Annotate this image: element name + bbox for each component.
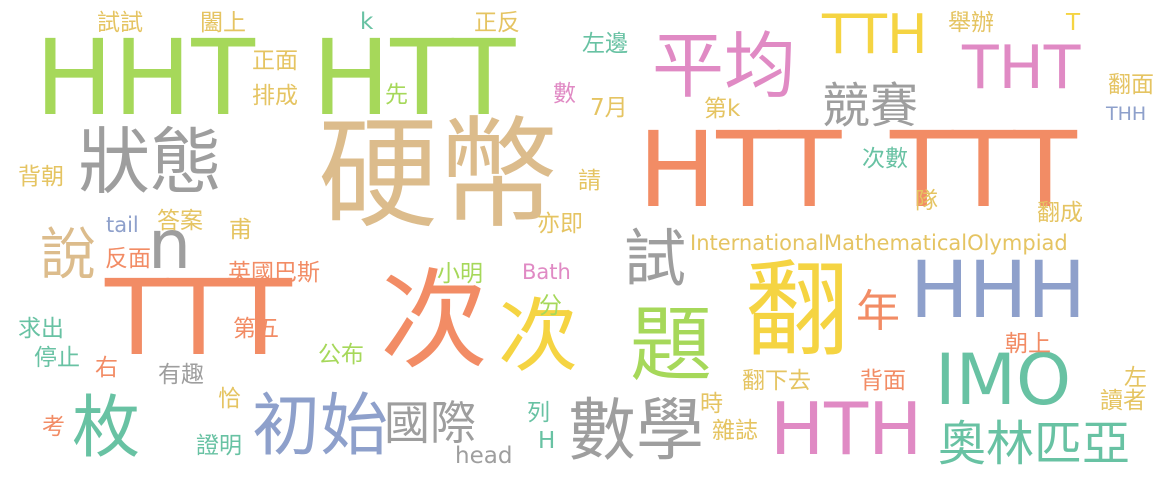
word-4: TTT (890, 109, 1077, 231)
word-71: 列 (527, 400, 550, 426)
word-24: 奧林匹亞 (938, 416, 1131, 472)
word-26: 年 (856, 286, 900, 337)
word-15: 題 (630, 298, 713, 393)
word-27: InternationalMathematicalOlympiad (690, 231, 1068, 255)
word-34: T (1066, 10, 1081, 36)
word-60: 右 (95, 355, 118, 381)
word-36: 排成 (252, 83, 298, 109)
word-55: Bath (522, 260, 571, 284)
word-7: 翻 (745, 249, 850, 371)
word-39: 7月 (590, 95, 628, 121)
word-14: HTH (770, 387, 923, 471)
word-41: 翻面 (1108, 72, 1154, 98)
word-66: 左 (1124, 365, 1147, 391)
word-19: 枚 (72, 389, 141, 468)
word-62: 朝上 (1005, 331, 1051, 357)
word-20: 說 (40, 223, 96, 288)
word-75: head (455, 443, 513, 469)
word-23: 競賽 (822, 78, 919, 134)
word-10: TTH (822, 3, 928, 66)
word-40: 第k (704, 96, 741, 122)
word-53: 英國巴斯 (228, 260, 320, 286)
word-8: 狀態 (78, 120, 223, 204)
word-22: 試 (624, 222, 687, 295)
word-67: 讀者 (1100, 388, 1146, 414)
word-47: 翻成 (1037, 200, 1083, 226)
word-46: 隊 (915, 188, 938, 214)
word-70: 考 (42, 414, 65, 440)
word-61: 公布 (318, 342, 364, 368)
word-3: HTT (638, 109, 842, 231)
word-32: 左邊 (582, 31, 628, 57)
word-0: 硬幣 (318, 106, 558, 245)
word-63: 有趣 (158, 362, 204, 388)
word-52: 反面 (105, 246, 151, 272)
word-56: 分 (539, 293, 562, 319)
word-43: 背朝 (18, 164, 64, 190)
word-49: 答案 (157, 208, 203, 234)
word-57: 求出 (18, 316, 64, 342)
word-35: 正面 (252, 48, 298, 74)
word-38: 數 (553, 81, 576, 107)
word-58: 第五 (233, 316, 279, 342)
word-5: TTT (105, 257, 292, 379)
word-1: HHT (35, 17, 255, 139)
word-28: 試試 (97, 10, 143, 36)
word-59: 停止 (34, 345, 80, 371)
word-33: 舉辦 (948, 10, 994, 36)
word-11: THT (962, 33, 1081, 103)
word-30: k (360, 9, 374, 35)
word-64: 翻下去 (742, 368, 811, 394)
word-65: 背面 (860, 368, 906, 394)
word-37: 先 (385, 82, 408, 108)
word-68: 恰 (218, 386, 241, 412)
word-6: 次 (380, 259, 489, 384)
word-73: 證明 (196, 433, 242, 459)
word-50: 亦即 (537, 211, 583, 237)
word-9: 平均 (652, 24, 797, 108)
word-25: 國際 (384, 396, 476, 450)
word-17: 數學 (568, 392, 705, 471)
word-42: THH (1106, 103, 1147, 125)
word-16: 次 (498, 290, 578, 383)
word-51: 甫 (229, 217, 252, 243)
word-54: 小明 (437, 261, 483, 287)
word-45: 請 (578, 168, 601, 194)
word-12: HHH (910, 246, 1086, 336)
word-44: 次數 (862, 146, 908, 172)
word-21: n (148, 206, 192, 285)
word-31: 正反 (474, 10, 520, 36)
word-48: tail (106, 213, 139, 237)
word-72: 雜誌 (712, 418, 758, 444)
word-74: H (538, 428, 556, 454)
word-2: HTT (312, 17, 516, 139)
word-13: IMO (935, 339, 1072, 421)
word-18: 初始 (252, 387, 389, 466)
word-29: 闔上 (200, 10, 246, 36)
word-69: 時 (700, 391, 723, 417)
